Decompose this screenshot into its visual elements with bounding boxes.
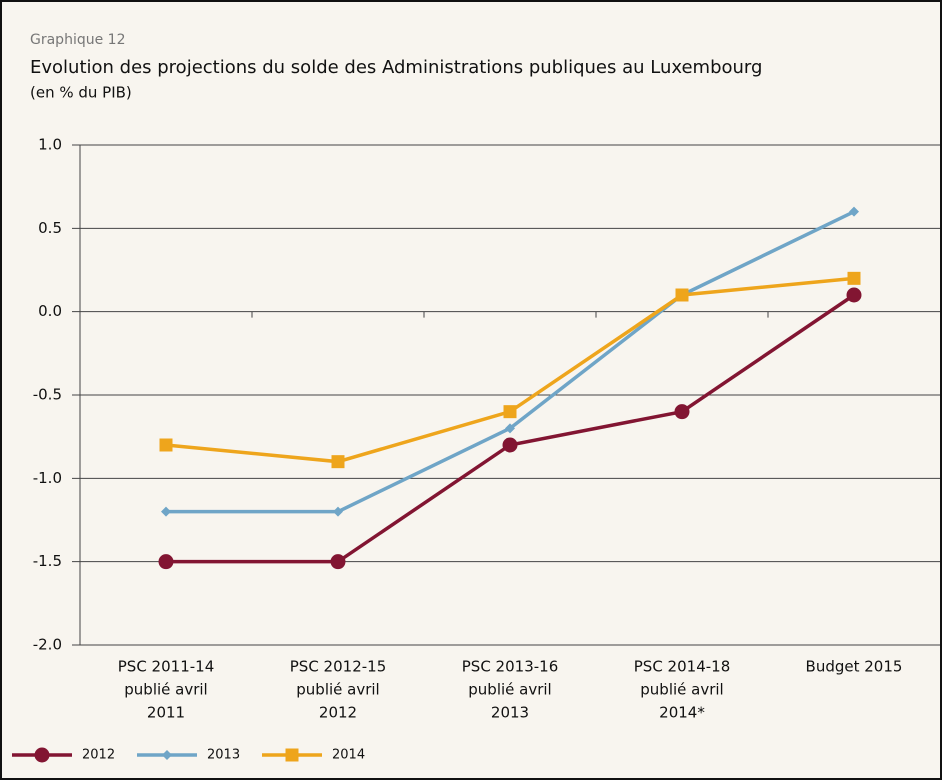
y-tick-label: 0.5 (38, 219, 62, 237)
y-tick-label: 1.0 (38, 136, 62, 154)
y-tick-label: -2.0 (33, 636, 62, 654)
point (333, 506, 343, 517)
point (34, 747, 50, 763)
point (847, 271, 861, 285)
x-tick-label: publié avril (124, 681, 207, 699)
chart-subtitle: (en % du PIB) (30, 84, 132, 102)
point (849, 206, 859, 217)
x-tick-label: PSC 2013-16 (462, 658, 558, 676)
point (330, 554, 346, 570)
x-tick-label: PSC 2012-15 (290, 658, 386, 676)
x-tick-label: Budget 2015 (806, 658, 903, 676)
legend-label: 2014 (332, 748, 365, 763)
x-tick-label: 2013 (491, 704, 529, 722)
x-tick-label: PSC 2014-18 (634, 658, 730, 676)
legend-label: 2013 (207, 748, 240, 763)
point (161, 506, 171, 517)
x-tick-label: publié avril (296, 681, 379, 699)
point (162, 750, 172, 760)
x-tick-label: 2012 (319, 704, 357, 722)
point (502, 437, 518, 453)
legend-label: 2012 (82, 748, 115, 763)
point (285, 748, 299, 762)
point (331, 455, 345, 469)
point (158, 554, 174, 570)
point (503, 405, 517, 419)
point (674, 404, 690, 420)
point (159, 438, 173, 452)
y-tick-label: -0.5 (33, 386, 62, 404)
x-tick-label: publié avril (468, 681, 551, 699)
x-tick-label: PSC 2011-14 (118, 658, 214, 676)
x-tick-label: 2011 (147, 704, 185, 722)
x-tick-label: publié avril (640, 681, 723, 699)
y-tick-label: -1.5 (33, 552, 62, 570)
point (675, 288, 689, 302)
chart-title: Evolution des projections du solde des A… (30, 57, 762, 78)
y-tick-label: 0.0 (38, 302, 62, 320)
x-tick-label: 2014* (659, 704, 705, 722)
point (505, 423, 515, 434)
chart-kicker: Graphique 12 (30, 32, 125, 48)
y-tick-label: -1.0 (33, 469, 62, 487)
point (846, 287, 862, 303)
